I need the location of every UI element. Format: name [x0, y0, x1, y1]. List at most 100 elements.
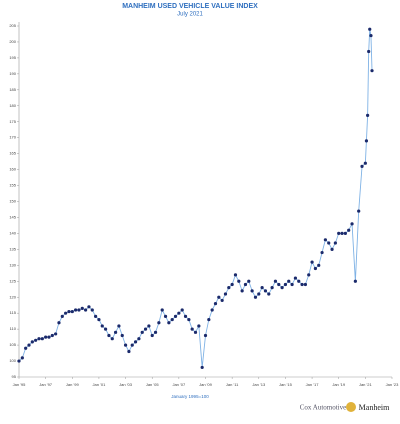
- data-point: [240, 289, 244, 293]
- data-point: [90, 308, 94, 312]
- x-tick-label: Jan '05: [146, 382, 160, 387]
- data-point: [283, 282, 288, 287]
- footer-logo-manheim: Manheim: [359, 403, 390, 412]
- data-point: [150, 333, 154, 338]
- x-tick-label: Jan '21: [359, 382, 373, 387]
- data-point: [27, 343, 31, 347]
- data-point: [353, 279, 357, 283]
- data-point: [337, 231, 341, 236]
- data-point: [370, 69, 374, 73]
- data-point: [310, 260, 314, 264]
- x-tick-label: Jan '07: [172, 382, 186, 387]
- data-point: [260, 286, 264, 290]
- data-point: [287, 279, 291, 283]
- y-tick-label: 150: [9, 199, 16, 204]
- data-point: [127, 349, 131, 354]
- data-point: [170, 317, 174, 322]
- y-tick-label: 190: [9, 71, 16, 76]
- data-point: [340, 231, 344, 236]
- data-point: [110, 337, 114, 341]
- data-point: [160, 308, 164, 312]
- data-point: [20, 356, 24, 360]
- data-point: [193, 330, 198, 334]
- data-point: [44, 335, 48, 339]
- data-point: [217, 295, 221, 299]
- data-point: [347, 228, 351, 232]
- data-point: [303, 282, 308, 287]
- data-point: [263, 289, 268, 293]
- data-point: [280, 286, 284, 290]
- data-point: [47, 335, 51, 339]
- data-point: [190, 327, 194, 331]
- data-point: [87, 305, 91, 309]
- y-tick-label: 200: [9, 39, 16, 44]
- y-tick-label: 105: [9, 342, 16, 347]
- x-axis-label: January 1995=100: [171, 394, 209, 399]
- data-point: [247, 279, 251, 283]
- y-tick-label: 160: [9, 167, 16, 172]
- data-point: [84, 308, 88, 312]
- data-point: [227, 286, 231, 290]
- x-tick-label: Jan '13: [252, 382, 266, 387]
- data-point: [364, 139, 369, 143]
- x-tick-label: Jan '19: [332, 382, 346, 387]
- data-point: [64, 311, 68, 315]
- manheim-logo-icon: [346, 402, 356, 412]
- data-point: [147, 324, 151, 328]
- data-point: [117, 324, 121, 328]
- data-point: [360, 164, 364, 168]
- y-tick-label: 135: [9, 246, 16, 251]
- y-tick-label: 125: [9, 278, 16, 283]
- data-point: [317, 263, 321, 267]
- data-point: [37, 337, 41, 341]
- data-point: [123, 343, 128, 347]
- y-tick-label: 185: [9, 87, 16, 92]
- data-point: [213, 302, 218, 306]
- footer-logo-cox: Cox Automotive: [300, 404, 346, 412]
- data-point: [80, 306, 84, 310]
- data-point: [67, 309, 71, 314]
- x-tick-label: Jan '99: [66, 382, 80, 387]
- data-point: [313, 266, 318, 271]
- x-tick-label: Jan '01: [93, 382, 107, 387]
- data-point: [24, 346, 28, 350]
- data-point: [50, 333, 54, 338]
- data-point: [100, 324, 104, 328]
- data-point: [40, 337, 44, 341]
- data-point: [17, 359, 21, 363]
- data-point: [93, 314, 98, 318]
- data-point: [157, 321, 161, 325]
- data-point: [363, 161, 367, 165]
- data-point: [223, 292, 228, 296]
- data-point: [103, 327, 108, 331]
- chart-subtitle: July 2021: [177, 12, 203, 18]
- y-tick-label: 175: [9, 119, 16, 124]
- data-point: [183, 314, 188, 318]
- data-point: [230, 282, 234, 287]
- data-point: [197, 324, 201, 328]
- data-point: [367, 49, 371, 54]
- data-point: [30, 340, 34, 344]
- data-point: [107, 333, 111, 338]
- y-tick-label: 110: [10, 326, 17, 331]
- data-point: [297, 279, 301, 283]
- data-point: [277, 282, 281, 287]
- data-point: [130, 343, 134, 347]
- data-point: [177, 311, 181, 315]
- data-point: [210, 308, 214, 312]
- data-point: [237, 279, 241, 283]
- data-point: [77, 308, 81, 312]
- y-tick-label: 180: [9, 103, 16, 108]
- data-point: [113, 330, 118, 334]
- data-point: [70, 309, 74, 314]
- data-point: [143, 327, 148, 331]
- data-point: [167, 321, 171, 325]
- x-tick-label: Jan '23: [386, 382, 400, 387]
- y-tick-label: 100: [9, 358, 16, 363]
- x-tick-label: Jan '15: [279, 382, 293, 387]
- data-point: [57, 321, 61, 325]
- data-point: [290, 282, 294, 287]
- data-point: [34, 338, 38, 342]
